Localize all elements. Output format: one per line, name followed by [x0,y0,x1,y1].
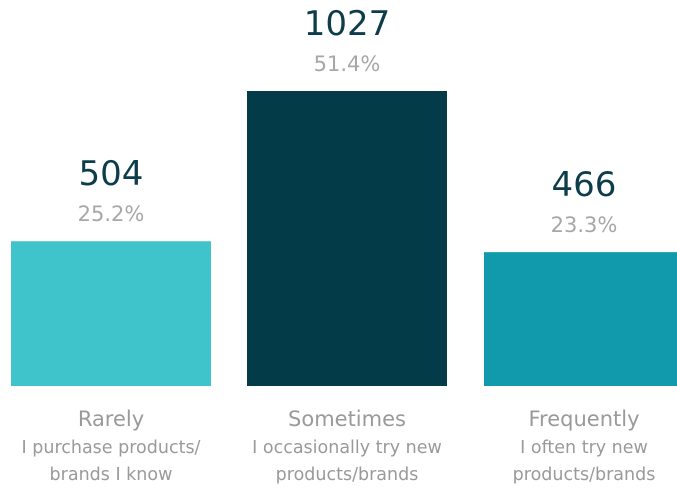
percent-label-frequently: 23.3% [551,213,618,237]
category-sublabel-sometimes: products/brands [276,465,419,485]
category-sublabel-sometimes: I occasionally try new [252,438,442,458]
bar-sometimes [247,91,447,386]
bar-frequently [484,252,677,386]
category-sublabel-frequently: I often try new [520,438,648,458]
category-sublabel-rarely: brands I know [50,465,173,485]
value-label-frequently: 466 [552,165,617,205]
value-label-rarely: 504 [79,154,144,194]
category-sublabel-rarely: I purchase products/ [22,438,201,458]
percent-label-sometimes: 51.4% [314,52,381,76]
category-sublabel-frequently: products/brands [513,465,656,485]
percent-label-rarely: 25.2% [78,202,145,226]
category-label-sometimes: Sometimes [288,407,406,431]
category-label-frequently: Frequently [528,407,639,431]
category-label-rarely: Rarely [78,407,144,431]
bar-rarely [11,241,211,386]
value-label-sometimes: 1027 [304,4,391,44]
